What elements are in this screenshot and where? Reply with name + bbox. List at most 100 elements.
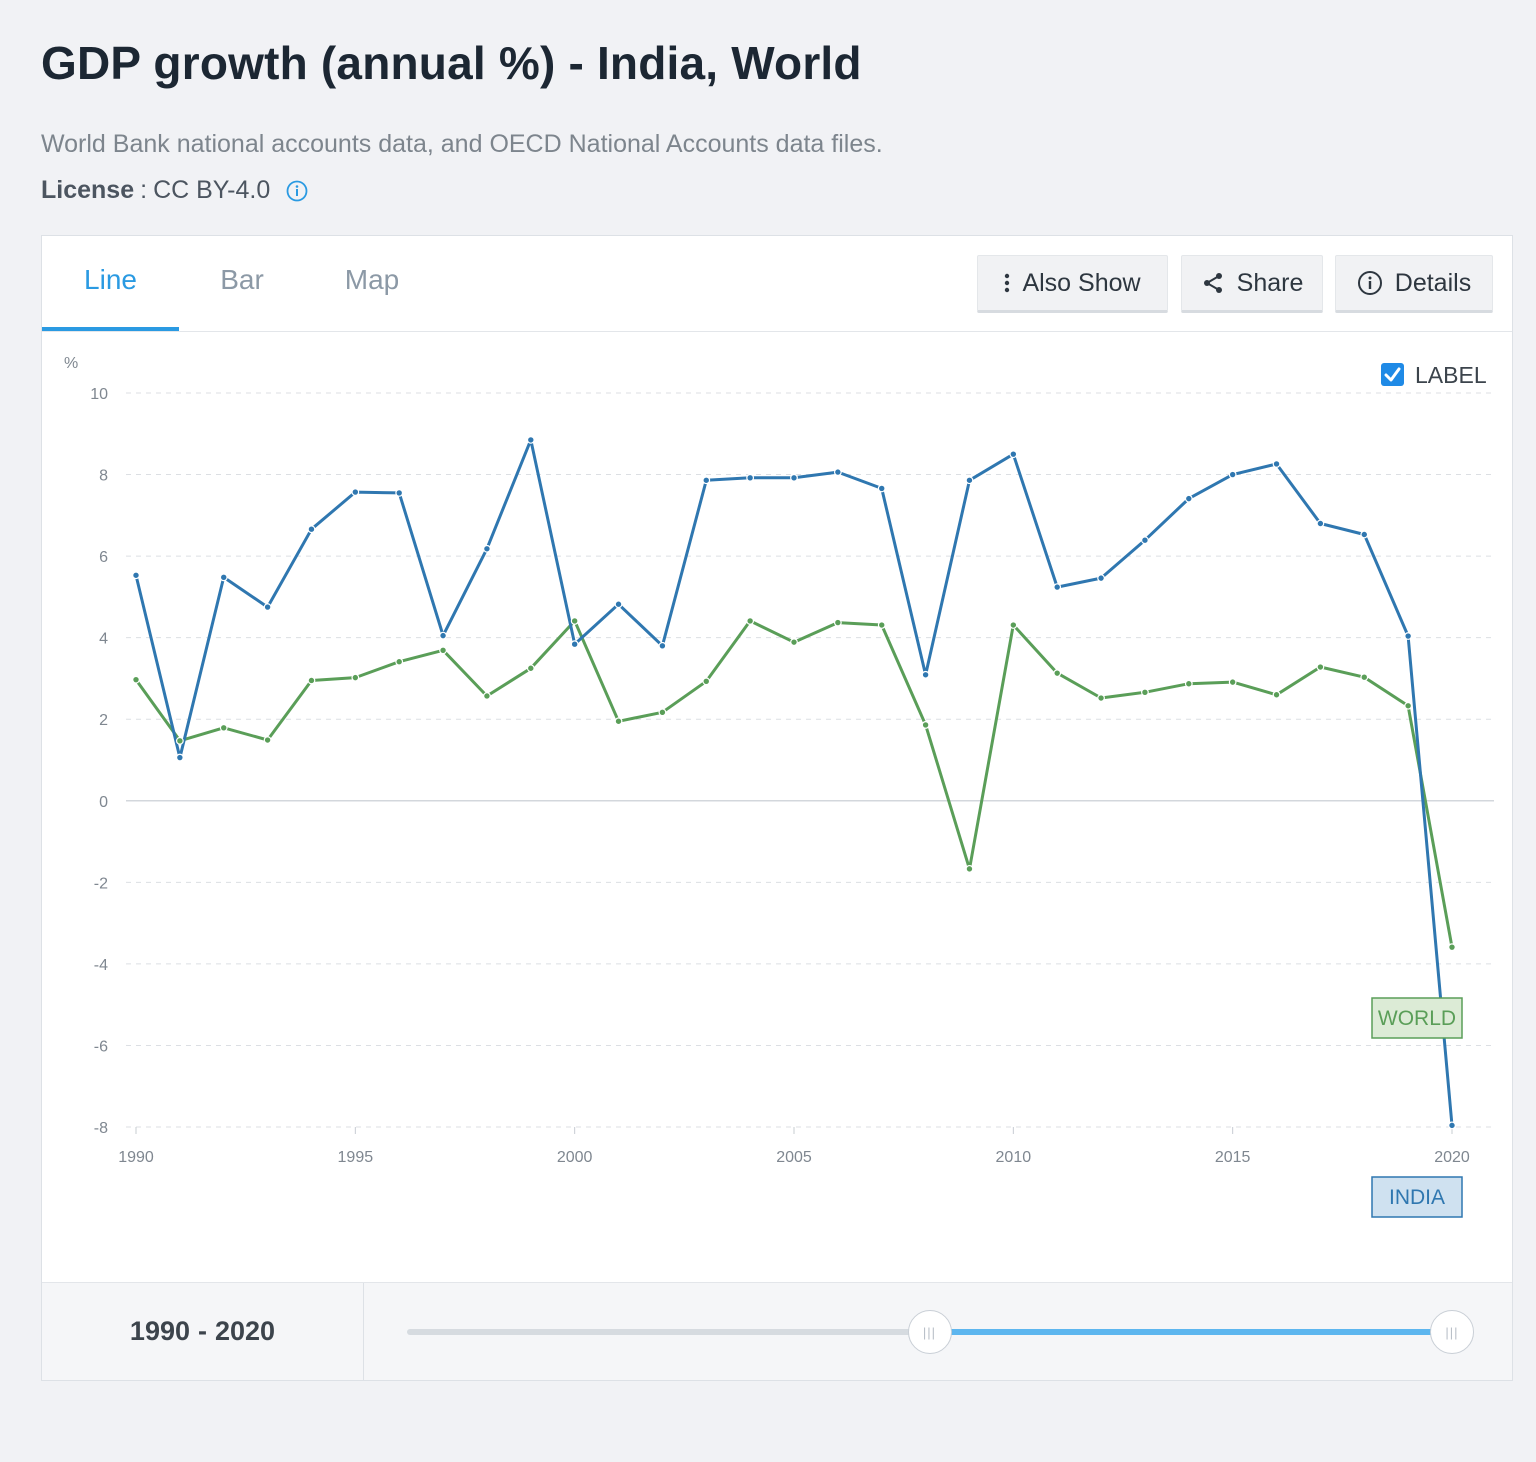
- details-label: Details: [1394, 268, 1472, 297]
- x-tick-label: 2000: [557, 1149, 593, 1166]
- data-point-world[interactable]: [658, 708, 667, 717]
- tab-line[interactable]: Line: [42, 236, 179, 331]
- tab-map[interactable]: Map: [344, 264, 400, 295]
- data-point-world[interactable]: [1009, 621, 1018, 629]
- data-point-india[interactable]: [614, 600, 623, 609]
- info-circle-icon: [1357, 271, 1382, 295]
- data-point-world[interactable]: [790, 638, 798, 647]
- data-point-world[interactable]: [219, 723, 228, 732]
- data-point-world[interactable]: [263, 736, 272, 744]
- data-point-world[interactable]: [921, 721, 930, 729]
- x-tick-label: 2020: [1434, 1149, 1470, 1166]
- line-chart: % 10 8 6 4 2 0 -2 -4 -6 -8 1990 1995 2000 2005 2010 2015…: [42, 332, 1512, 1282]
- svg-text:WORLD: WORLD: [1378, 1007, 1456, 1030]
- y-tick-label: 6: [99, 549, 108, 566]
- data-point-india[interactable]: [1184, 494, 1193, 503]
- data-point-world[interactable]: [307, 676, 316, 685]
- info-icon[interactable]: [286, 180, 308, 202]
- data-point-india[interactable]: [351, 488, 360, 496]
- data-point-world[interactable]: [1272, 690, 1281, 699]
- data-point-india[interactable]: [1448, 1121, 1456, 1130]
- data-point-world[interactable]: [746, 617, 755, 625]
- data-point-india[interactable]: [1228, 470, 1237, 479]
- y-tick-label: 4: [99, 631, 108, 648]
- y-tick-label: 10: [90, 386, 108, 403]
- x-tick-label: 2005: [776, 1149, 812, 1166]
- data-point-india[interactable]: [1053, 583, 1062, 592]
- data-point-india[interactable]: [175, 753, 184, 762]
- license-separator: :: [140, 176, 148, 204]
- data-point-world[interactable]: [570, 617, 579, 625]
- data-point-world[interactable]: [132, 675, 140, 684]
- page-title: GDP growth (annual %) - India, World: [41, 37, 862, 89]
- x-tick-label: 2010: [996, 1149, 1032, 1166]
- data-point-india[interactable]: [658, 641, 667, 650]
- more-vertical-icon: [1005, 273, 1010, 293]
- data-point-india[interactable]: [1097, 574, 1105, 583]
- data-point-world[interactable]: [1228, 678, 1237, 687]
- data-point-world[interactable]: [1141, 688, 1149, 697]
- data-point-india[interactable]: [526, 435, 535, 444]
- data-point-india[interactable]: [570, 640, 579, 649]
- also-show-button[interactable]: Also Show: [977, 255, 1168, 313]
- share-button[interactable]: Share: [1181, 255, 1323, 313]
- data-point-world[interactable]: [1184, 679, 1193, 688]
- data-point-india[interactable]: [263, 603, 272, 611]
- data-point-india[interactable]: [833, 468, 842, 477]
- label-toggle-text: LABEL: [1415, 362, 1487, 388]
- data-point-world[interactable]: [877, 621, 886, 629]
- data-point-india[interactable]: [1009, 450, 1018, 459]
- data-point-india[interactable]: [483, 544, 491, 553]
- data-point-india[interactable]: [1272, 460, 1281, 468]
- chart-tabs: Line Bar Map Also Show Share: [42, 236, 1512, 332]
- tab-bar[interactable]: Bar: [220, 264, 264, 295]
- data-point-india[interactable]: [219, 573, 228, 582]
- label-checkbox[interactable]: LABEL: [1381, 362, 1487, 388]
- data-point-world[interactable]: [614, 717, 623, 726]
- data-point-india[interactable]: [1141, 536, 1149, 545]
- range-bar: 1990 - 2020 ||| |||: [42, 1282, 1512, 1380]
- data-point-world[interactable]: [833, 618, 842, 627]
- range-separator: -: [198, 1316, 207, 1346]
- data-point-india[interactable]: [965, 476, 974, 485]
- data-point-india[interactable]: [1360, 530, 1369, 539]
- data-point-india[interactable]: [746, 473, 755, 482]
- x-tick-label: 2015: [1215, 1149, 1251, 1166]
- data-point-india[interactable]: [790, 473, 798, 482]
- data-point-world[interactable]: [965, 864, 974, 873]
- data-point-world[interactable]: [1053, 669, 1062, 678]
- details-button[interactable]: Details: [1335, 255, 1493, 313]
- data-point-india[interactable]: [1404, 632, 1413, 640]
- x-tick-label: 1990: [118, 1149, 154, 1166]
- svg-text:INDIA: INDIA: [1389, 1186, 1445, 1209]
- range-display: 1990 - 2020: [42, 1283, 364, 1380]
- data-point-world[interactable]: [1097, 694, 1105, 702]
- range-slider-max-handle[interactable]: |||: [1430, 1310, 1474, 1354]
- data-point-india[interactable]: [1316, 519, 1325, 528]
- data-point-world[interactable]: [439, 646, 447, 655]
- license-line: License : CC BY-4.0: [41, 176, 308, 205]
- data-point-india[interactable]: [921, 670, 930, 679]
- y-tick-label: -6: [94, 1038, 108, 1055]
- data-point-world[interactable]: [1360, 673, 1369, 682]
- data-point-world[interactable]: [1404, 701, 1413, 710]
- y-tick-label: 0: [99, 794, 108, 811]
- y-tick-label: -8: [94, 1120, 108, 1137]
- data-point-world[interactable]: [351, 673, 360, 682]
- data-point-world[interactable]: [1448, 943, 1456, 952]
- data-point-world[interactable]: [175, 736, 184, 745]
- data-point-world[interactable]: [1316, 663, 1325, 671]
- data-point-india[interactable]: [132, 571, 140, 580]
- data-point-world[interactable]: [483, 692, 491, 700]
- data-point-world[interactable]: [702, 677, 711, 686]
- data-point-india[interactable]: [307, 525, 316, 534]
- data-point-india[interactable]: [395, 489, 404, 497]
- data-point-india[interactable]: [439, 631, 447, 640]
- range-start: 1990: [129, 1316, 190, 1346]
- range-slider-min-handle[interactable]: |||: [907, 1310, 952, 1354]
- data-point-world[interactable]: [526, 664, 535, 673]
- data-point-world[interactable]: [395, 657, 404, 666]
- data-point-india[interactable]: [877, 484, 886, 493]
- y-axis-unit: %: [64, 355, 78, 372]
- data-point-india[interactable]: [702, 476, 711, 485]
